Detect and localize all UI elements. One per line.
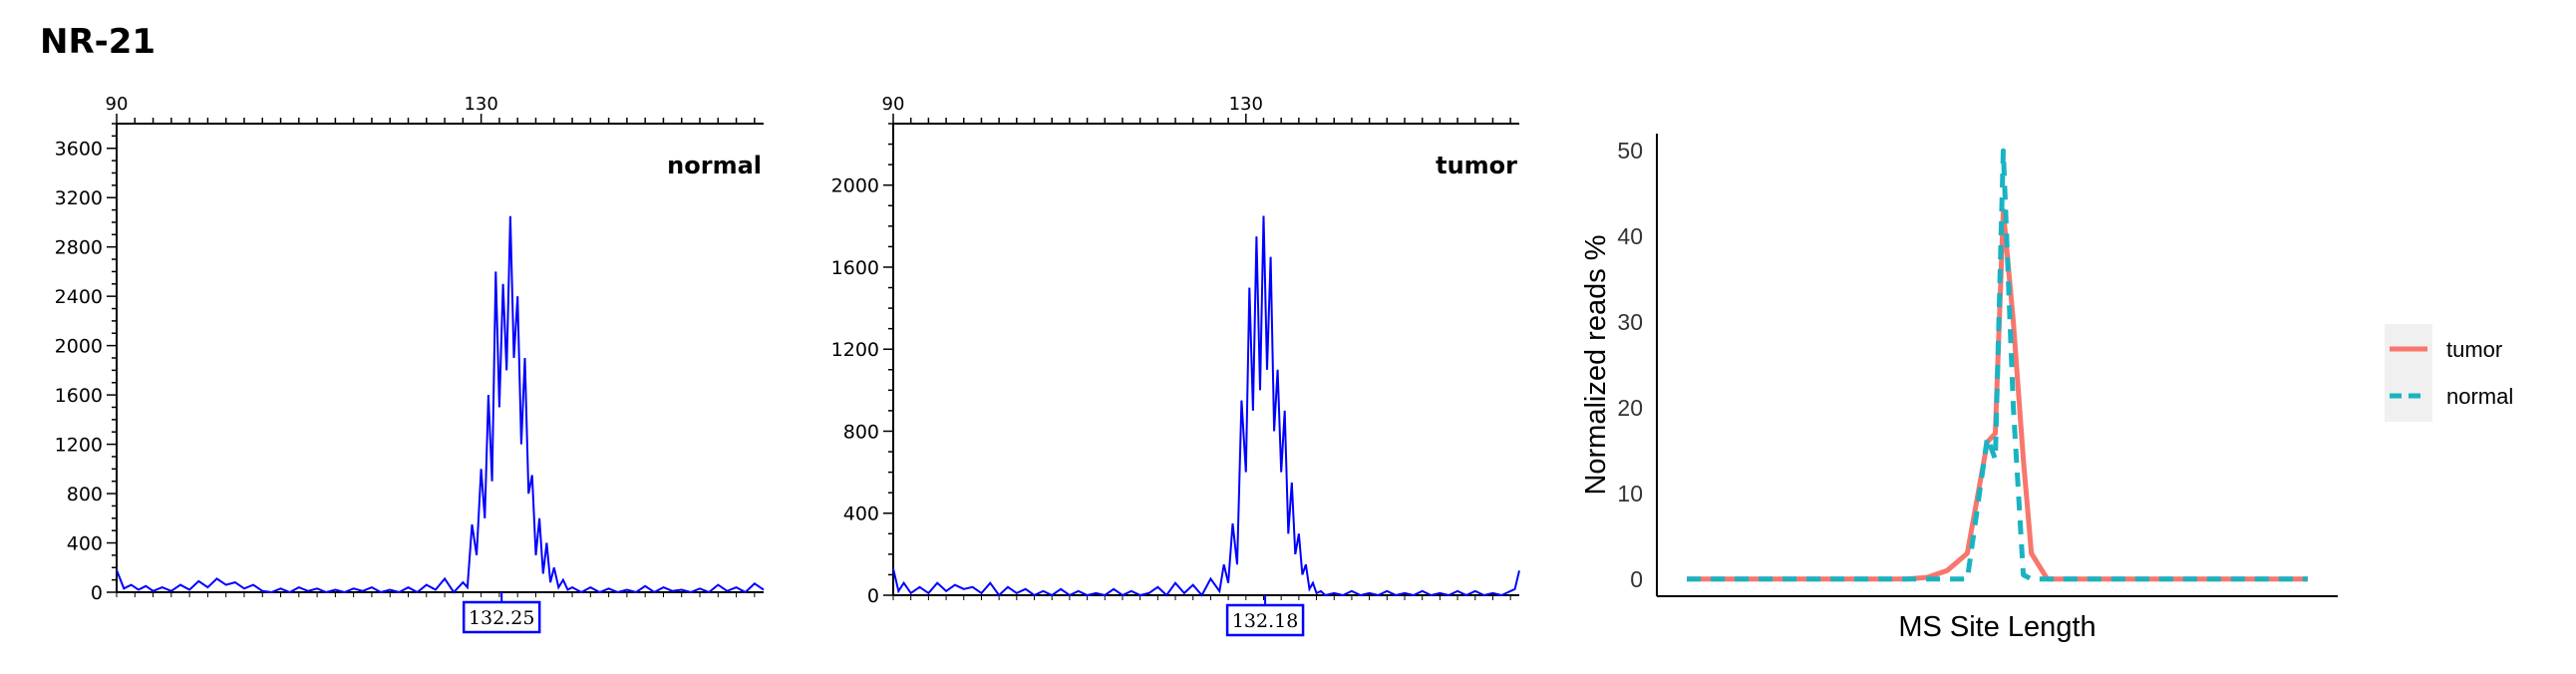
normal-peak-box <box>462 600 541 634</box>
normal-y-tick-label: 800 <box>67 484 103 506</box>
normal-y-tick-label: 400 <box>67 533 103 555</box>
normal-y-tick-label: 2400 <box>55 286 103 308</box>
gg-legend-key-bg <box>2385 324 2432 422</box>
tumor-panel-label: tumor <box>1436 152 1517 179</box>
tumor-y-tick-label: 1200 <box>831 339 879 361</box>
normal-y-tick-label: 1600 <box>55 385 103 407</box>
normal-y-tick-label: 3200 <box>55 187 103 209</box>
normal-top-tick-label: 90 <box>106 94 129 115</box>
normal-panel-label: normal <box>667 152 762 179</box>
gg-y-tick-label: 30 <box>1617 309 1643 335</box>
tumor-y-tick-label: 800 <box>843 421 879 443</box>
normal-y-tick-label: 1200 <box>55 435 103 457</box>
normal-y-tick-label: 0 <box>91 582 103 604</box>
tumor-y-tick-label: 2000 <box>831 175 879 197</box>
tumor-y-tick-label: 0 <box>867 585 879 607</box>
normal-trace-line <box>116 215 765 594</box>
tumor-top-tick-label: 130 <box>1229 94 1263 115</box>
normal-y-tick-label: 3600 <box>55 139 103 161</box>
normal-peak-label: 132.25 <box>469 607 534 629</box>
gg-y-tick-label: 50 <box>1617 138 1643 164</box>
tumor-y-tick-label: 1600 <box>831 257 879 279</box>
normal-top-tick-label: 130 <box>464 94 497 115</box>
gg-y-tick-label: 40 <box>1617 223 1643 249</box>
tumor-top-tick-label: 90 <box>882 94 905 115</box>
normal-y-tick-label: 2000 <box>55 336 103 358</box>
tumor-peak-label: 132.18 <box>1232 610 1298 632</box>
gg-legend-label-tumor: tumor <box>2446 337 2502 362</box>
gg-y-axis-label: Normalized reads % <box>1580 234 1612 495</box>
tumor-y-tick-label: 400 <box>843 504 879 525</box>
gg-series-normal <box>1687 148 2308 582</box>
tumor-trace-line <box>892 215 1520 597</box>
tumor-peak-box <box>1225 603 1305 637</box>
normal-y-tick-label: 2800 <box>55 237 103 259</box>
gg-x-axis-label: MS Site Length <box>1898 611 2095 643</box>
gg-y-tick-label: 0 <box>1630 566 1643 592</box>
figure-title: NR-21 <box>40 22 157 62</box>
gg-y-tick-label: 20 <box>1617 395 1643 421</box>
gg-legend-label-normal: normal <box>2446 384 2513 409</box>
gg-y-tick-label: 10 <box>1617 481 1643 506</box>
